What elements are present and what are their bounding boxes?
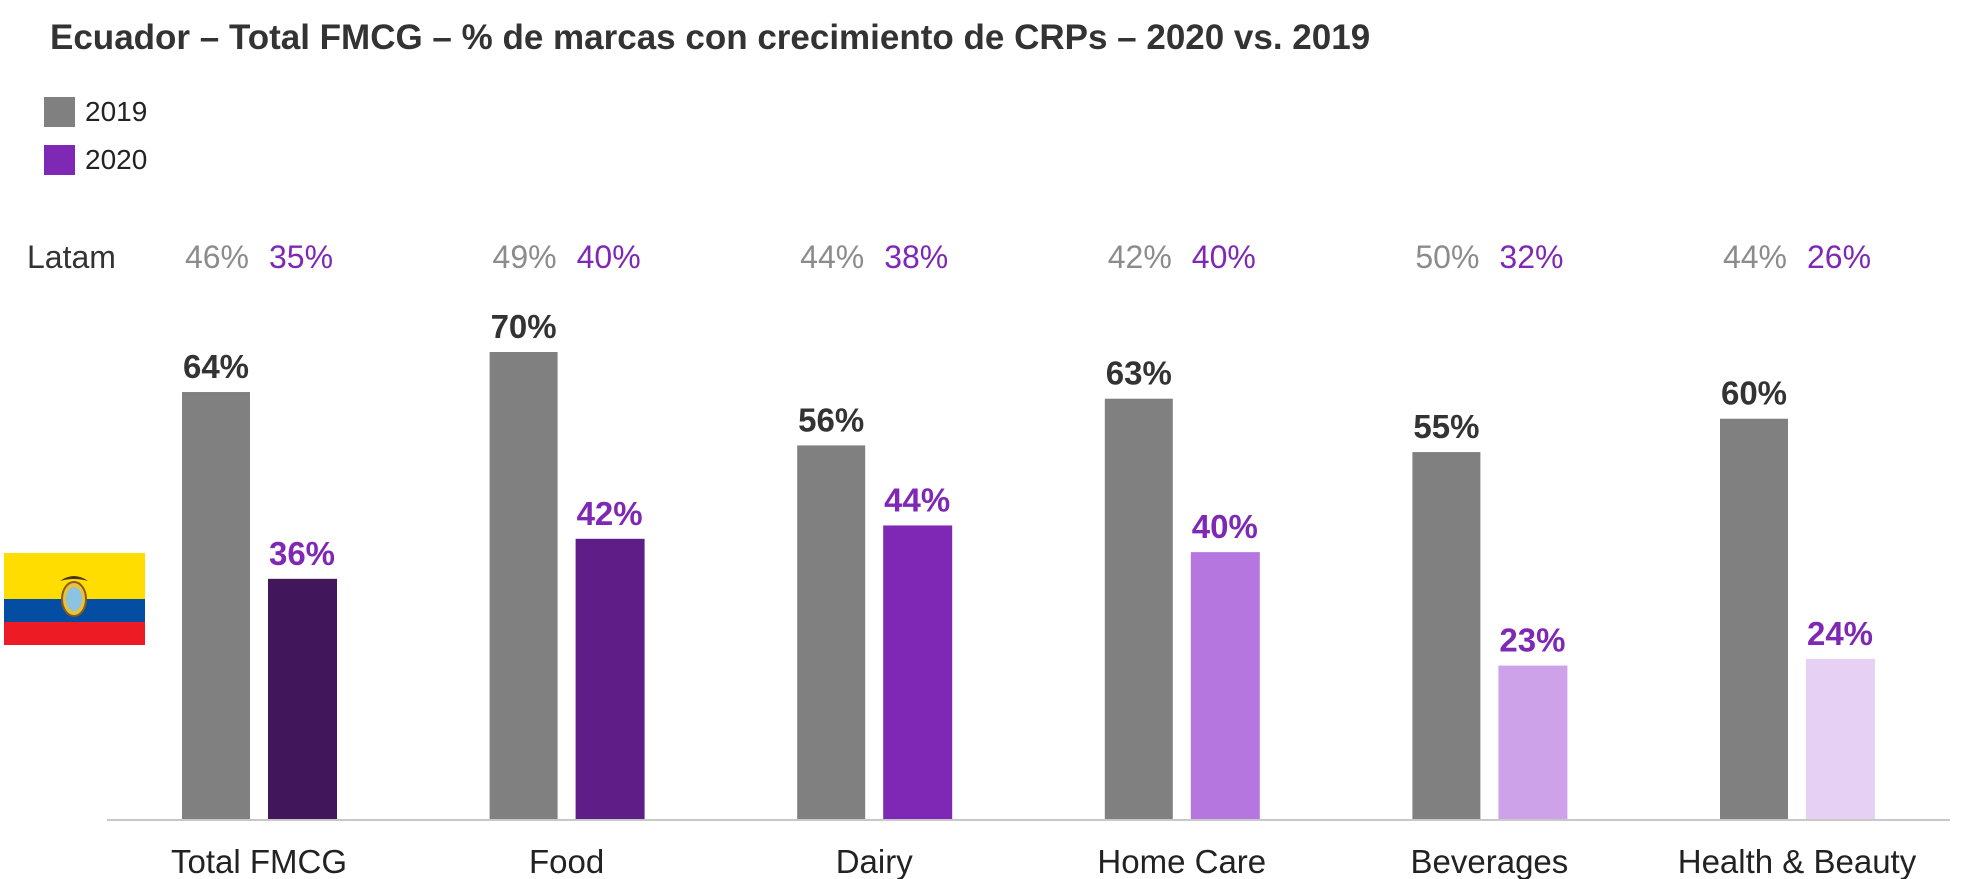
legend-label-2019: 2019: [85, 96, 148, 127]
bar-2019: [1720, 418, 1788, 819]
bar-2020: [268, 578, 337, 819]
category-label: Total FMCG: [171, 843, 347, 879]
bar-2019: [1412, 452, 1481, 819]
latam-label: Latam: [27, 239, 116, 275]
latam-value-2019: 49%: [493, 239, 557, 275]
category-label: Beverages: [1411, 843, 1569, 879]
latam-value-2019: 44%: [1723, 239, 1787, 275]
data-label-2019: 55%: [1413, 408, 1479, 445]
data-label-2020: 24%: [1807, 615, 1873, 652]
bar-2019: [182, 392, 250, 819]
bar-2020: [1806, 658, 1875, 819]
data-label-2020: 44%: [884, 481, 950, 518]
latam-value-2020: 32%: [1499, 239, 1563, 275]
chart-title: Ecuador – Total FMCG – % de marcas con c…: [50, 18, 1371, 57]
latam-value-2020: 26%: [1807, 239, 1871, 275]
ecuador-flag-icon: [4, 553, 145, 645]
legend-item-2020: 2020: [44, 144, 147, 176]
data-label-2019: 70%: [491, 308, 557, 345]
category-label: Food: [529, 843, 604, 879]
bar-2020: [1498, 665, 1568, 819]
data-label-2019: 60%: [1721, 375, 1787, 412]
latam-value-2019: 46%: [185, 239, 249, 275]
category-label: Dairy: [836, 843, 914, 879]
bar-2020: [883, 525, 953, 819]
bar-2019: [797, 445, 866, 819]
data-label-2020: 23%: [1499, 622, 1565, 659]
bar-2019: [1104, 398, 1173, 819]
data-label-2020: 36%: [269, 535, 335, 572]
latam-value-2019: 50%: [1415, 239, 1479, 275]
latam-value-2019: 42%: [1108, 239, 1172, 275]
data-label-2020: 40%: [1192, 508, 1258, 545]
latam-value-2020: 40%: [1192, 239, 1256, 275]
latam-value-2020: 38%: [884, 239, 948, 275]
data-label-2020: 42%: [577, 495, 643, 532]
latam-value-2019: 44%: [800, 239, 864, 275]
bar-2020: [1190, 552, 1260, 819]
data-label-2019: 64%: [183, 348, 249, 385]
category-label: Home Care: [1097, 843, 1266, 879]
category-label: Health & Beauty: [1678, 843, 1917, 879]
data-label-2019: 63%: [1106, 355, 1172, 392]
legend-label-2020: 2020: [85, 144, 148, 175]
data-label-2019: 56%: [798, 401, 864, 438]
bar-2020: [575, 538, 645, 819]
latam-value-2020: 40%: [577, 239, 641, 275]
legend-swatch-2020: [44, 145, 75, 175]
legend-item-2019: 2019: [44, 96, 147, 128]
bar-2019: [489, 352, 558, 819]
legend-swatch-2019: [44, 97, 75, 127]
latam-value-2020: 35%: [269, 239, 333, 275]
